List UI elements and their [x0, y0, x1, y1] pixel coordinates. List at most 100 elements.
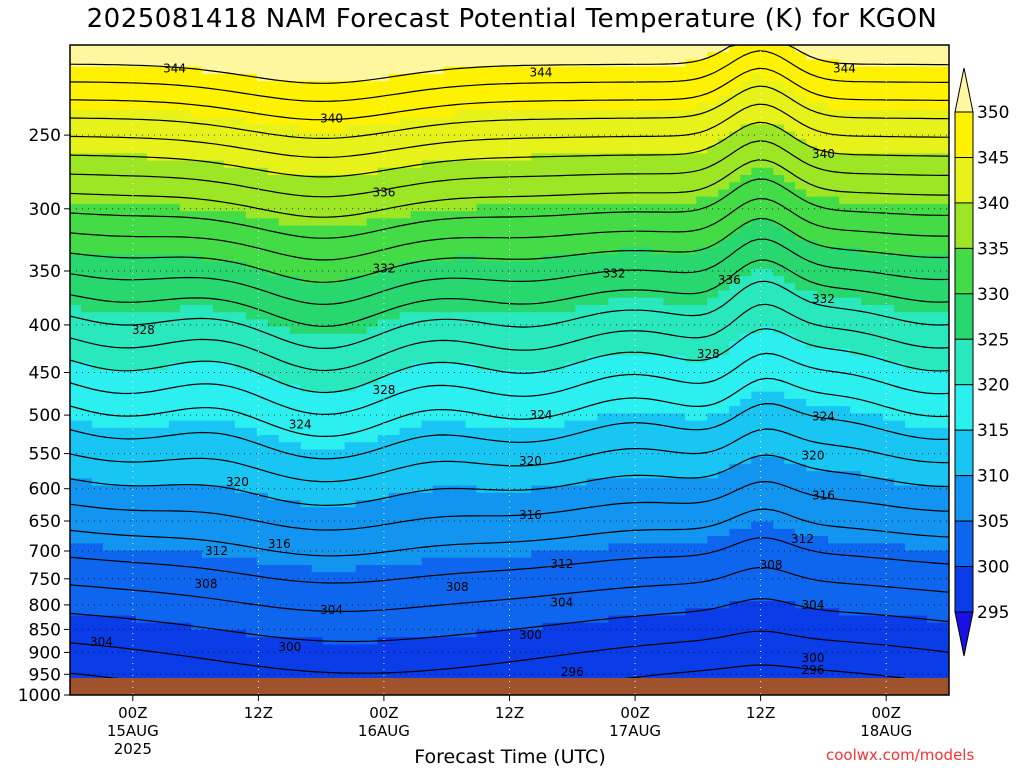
theta-cell: [256, 88, 269, 97]
theta-cell: [476, 102, 489, 111]
theta-cell: [762, 189, 774, 198]
theta-cell: [894, 117, 906, 126]
theta-cell: [168, 333, 181, 342]
theta-cell: [795, 420, 807, 429]
theta-cell: [498, 211, 511, 219]
theta-cell: [663, 211, 675, 219]
theta-cell: [179, 45, 192, 53]
theta-cell: [696, 211, 708, 219]
theta-cell: [553, 59, 566, 68]
theta-cell: [300, 203, 313, 212]
theta-cell: [432, 131, 445, 140]
theta-cell: [564, 427, 577, 436]
theta-cell: [454, 413, 467, 422]
theta-cell: [487, 110, 500, 118]
theta-cell: [322, 485, 335, 494]
theta-cell: [245, 456, 258, 465]
theta-cell: [597, 348, 609, 357]
theta-cell: [619, 45, 631, 53]
theta-cell: [927, 240, 939, 248]
theta-cell: [806, 406, 818, 414]
theta-cell: [861, 348, 873, 357]
theta-cell: [212, 247, 225, 256]
theta-cell: [564, 131, 577, 140]
theta-cell: [894, 240, 906, 248]
theta-cell: [157, 398, 170, 407]
theta-cell: [377, 456, 390, 465]
theta-cell: [905, 203, 917, 212]
theta-cell: [828, 348, 840, 357]
theta-cell: [421, 203, 434, 212]
theta-cell: [487, 355, 500, 364]
theta-cell: [212, 319, 225, 328]
theta-cell: [575, 290, 588, 299]
theta-cell: [70, 478, 82, 487]
theta-cell: [762, 276, 774, 284]
theta-cell: [883, 81, 895, 89]
theta-cell: [817, 478, 829, 487]
theta-cell: [311, 225, 324, 234]
theta-cell: [641, 355, 653, 364]
theta-cell: [432, 471, 445, 479]
theta-cell: [784, 254, 796, 263]
theta-cell: [839, 66, 851, 75]
theta-cell: [630, 131, 642, 140]
theta-cell: [828, 211, 840, 219]
theta-cell: [102, 305, 115, 313]
theta-cell: [311, 290, 324, 299]
theta-cell: [190, 232, 203, 241]
theta-cell: [212, 427, 225, 436]
theta-cell: [212, 348, 225, 357]
theta-cell: [531, 398, 544, 407]
theta-cell: [289, 355, 302, 364]
theta-cell: [399, 117, 412, 126]
theta-cell: [828, 175, 840, 183]
theta-cell: [201, 73, 214, 82]
theta-cell: [223, 247, 236, 256]
theta-cell: [454, 333, 467, 342]
theta-cell: [190, 218, 203, 227]
theta-cell: [905, 146, 917, 154]
theta-cell: [267, 232, 280, 241]
theta-cell: [784, 377, 796, 386]
theta-cell: [520, 247, 533, 256]
theta-cell: [311, 406, 324, 414]
theta-cell: [135, 240, 148, 248]
theta-cell: [102, 175, 115, 183]
theta-cell: [322, 45, 335, 53]
theta-cell: [762, 240, 774, 248]
theta-cell: [421, 247, 434, 256]
theta-cell: [795, 283, 807, 292]
theta-cell: [377, 276, 390, 284]
theta-cell: [872, 305, 884, 313]
theta-cell: [586, 203, 598, 212]
theta-cell: [465, 449, 478, 458]
theta-cell: [190, 261, 203, 270]
theta-cell: [421, 442, 434, 451]
theta-cell: [366, 153, 379, 162]
theta-cell: [608, 442, 620, 451]
theta-cell: [564, 261, 577, 270]
theta-cell: [718, 167, 730, 176]
theta-cell: [355, 492, 368, 501]
theta-cell: [487, 427, 500, 436]
theta-cell: [146, 160, 159, 169]
theta-cell: [70, 276, 82, 284]
theta-cell: [311, 203, 324, 212]
theta-cell: [256, 138, 269, 147]
theta-cell: [465, 333, 478, 342]
theta-cell: [817, 348, 829, 357]
theta-cell: [212, 370, 225, 378]
theta-cell: [454, 160, 467, 169]
theta-cell: [146, 290, 159, 299]
theta-cell: [135, 391, 148, 400]
theta-cell: [70, 435, 82, 443]
theta-cell: [223, 435, 236, 443]
theta-cell: [300, 110, 313, 118]
theta-cell: [542, 73, 555, 82]
theta-cell: [80, 362, 93, 371]
theta-cell: [762, 182, 774, 191]
theta-cell: [619, 218, 631, 227]
theta-cell: [619, 66, 631, 75]
theta-cell: [498, 391, 511, 400]
